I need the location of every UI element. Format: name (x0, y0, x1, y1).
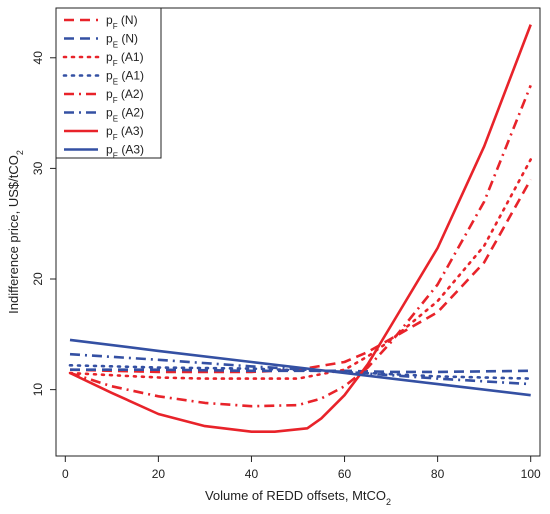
series-line-2 (68, 158, 533, 380)
plot-frame (55, 7, 541, 457)
legend: pF (N)pE (N)pF (A1)pE (A1)pF (A2)pE (A2)… (55, 7, 162, 161)
legend-label-5: pE (A2) (106, 106, 144, 124)
x-tick-label: 0 (62, 467, 69, 481)
x-tick-label: 80 (431, 467, 445, 481)
series-line-0 (69, 178, 532, 374)
legend-label-7: pE (A3) (106, 143, 144, 161)
y-tick-label: 40 (31, 51, 45, 65)
series-line-5 (69, 352, 531, 386)
legend-label-2: pF (A1) (106, 50, 144, 68)
legend-box (55, 7, 162, 159)
legend-label-6: pF (A3) (106, 124, 144, 142)
axes: 0 20 40 60 80 100 10 20 30 40 Volume of REDD offse… (6, 51, 541, 507)
series-line-4 (69, 84, 532, 408)
x-axis-title: Volume of REDD offsets, MtCO2 (205, 488, 391, 507)
series-group (68, 24, 533, 434)
legend-label-4: pF (A2) (106, 87, 144, 105)
x-tick-label: 100 (521, 467, 541, 481)
legend-label-0: pF (N) (106, 13, 138, 31)
y-tick-label: 20 (31, 272, 45, 286)
x-tick-label: 20 (152, 467, 166, 481)
series-line-3 (68, 363, 533, 380)
y-tick-label: 10 (31, 383, 45, 397)
legend-label-3: pE (A1) (106, 69, 144, 87)
x-tick-label: 40 (245, 467, 259, 481)
legend-label-1: pE (N) (106, 32, 138, 50)
series-line-7 (69, 338, 531, 397)
y-axis-title: Indifference price, US$/tCO2 (6, 150, 25, 314)
series-line-6 (69, 24, 532, 434)
x-tick-label: 60 (338, 467, 352, 481)
y-tick-label: 30 (31, 161, 45, 175)
